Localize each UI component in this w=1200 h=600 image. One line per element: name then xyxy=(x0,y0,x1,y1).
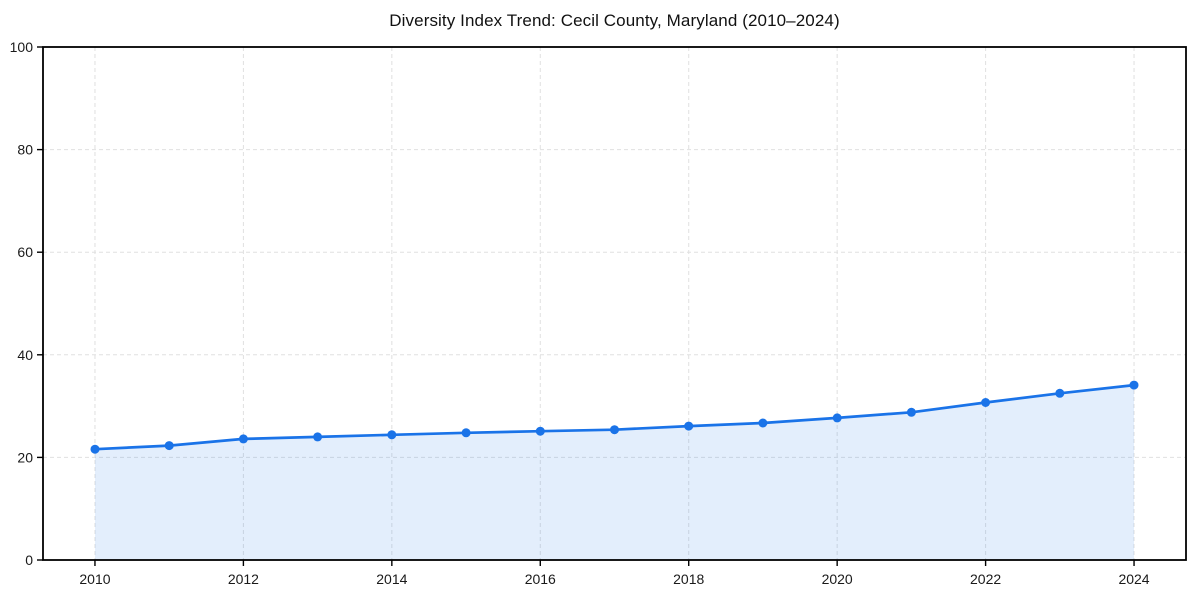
data-point xyxy=(684,421,694,431)
y-tick-label: 20 xyxy=(17,449,33,465)
data-point xyxy=(164,441,174,451)
y-tick-label: 60 xyxy=(17,244,33,260)
x-tick-label: 2014 xyxy=(376,571,407,587)
area-fill xyxy=(95,385,1134,560)
x-tick-label: 2024 xyxy=(1118,571,1149,587)
data-point xyxy=(1055,388,1065,398)
y-tick-label: 0 xyxy=(25,552,33,568)
data-point xyxy=(610,425,619,435)
plot-frame xyxy=(42,46,1187,561)
data-point xyxy=(238,434,248,444)
data-point xyxy=(758,418,768,428)
x-tick-label: 2010 xyxy=(79,571,110,587)
y-tick-label: 100 xyxy=(10,39,34,55)
data-point xyxy=(387,430,397,440)
data-point xyxy=(313,432,323,442)
x-tick-label: 2020 xyxy=(822,571,853,587)
data-point xyxy=(90,444,100,454)
x-tick-label: 2022 xyxy=(970,571,1001,587)
data-point xyxy=(535,426,545,436)
data-point xyxy=(981,398,991,407)
x-tick-label: 2016 xyxy=(525,571,556,587)
data-point xyxy=(1129,380,1139,390)
data-point xyxy=(461,428,471,438)
x-tick-label: 2018 xyxy=(673,571,704,587)
y-tick-label: 80 xyxy=(17,142,33,158)
chart-title: Diversity Index Trend: Cecil County, Mar… xyxy=(389,11,840,30)
y-tick-label: 40 xyxy=(17,347,33,363)
data-point xyxy=(906,407,916,417)
x-tick-label: 2012 xyxy=(228,571,259,587)
data-point xyxy=(832,413,842,423)
